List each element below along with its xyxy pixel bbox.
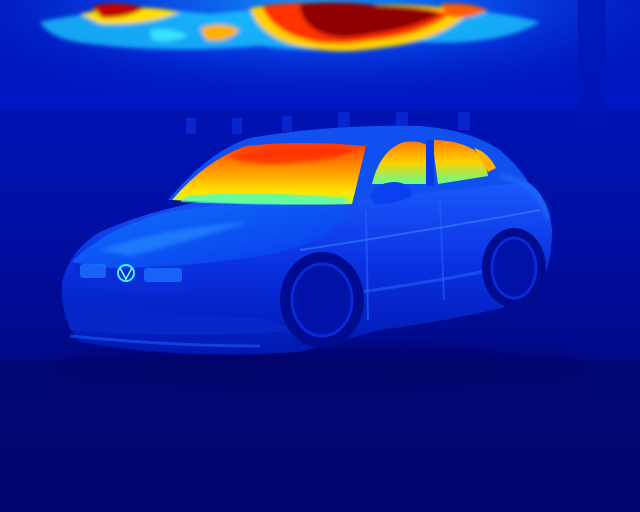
car bbox=[61, 125, 553, 355]
building-edge bbox=[578, 0, 606, 130]
headlight-right bbox=[144, 268, 182, 282]
door-line bbox=[365, 209, 369, 321]
front-wheel bbox=[280, 252, 364, 348]
fence-posts bbox=[186, 112, 470, 134]
headlight-left bbox=[80, 264, 106, 278]
b-pillar bbox=[426, 140, 434, 186]
rear-quarter-window bbox=[474, 148, 496, 172]
rear-wheel bbox=[482, 228, 546, 308]
front-side-window bbox=[372, 141, 434, 184]
vw-badge-icon bbox=[117, 264, 135, 282]
side-mirror bbox=[370, 182, 412, 204]
rear-side-window bbox=[432, 140, 488, 184]
ground bbox=[0, 360, 640, 512]
side-character-line bbox=[299, 209, 541, 251]
front-bumper bbox=[62, 300, 300, 335]
ceiling-heat-patches bbox=[40, 2, 540, 52]
